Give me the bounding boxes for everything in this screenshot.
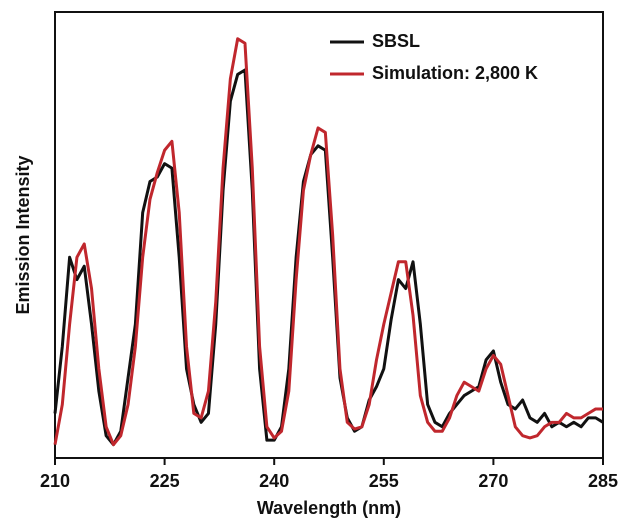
x-tick-label: 270 <box>478 471 508 491</box>
x-tick-label: 225 <box>150 471 180 491</box>
y-axis-label: Emission Intensity <box>13 155 33 314</box>
series-line <box>55 70 603 445</box>
series-line <box>55 39 603 445</box>
x-tick-label: 240 <box>259 471 289 491</box>
x-tick-label: 255 <box>369 471 399 491</box>
x-axis-label: Wavelength (nm) <box>257 498 401 518</box>
x-tick-label: 285 <box>588 471 618 491</box>
x-tick-label: 210 <box>40 471 70 491</box>
legend-label: Simulation: 2,800 K <box>372 63 538 83</box>
legend-label: SBSL <box>372 31 420 51</box>
